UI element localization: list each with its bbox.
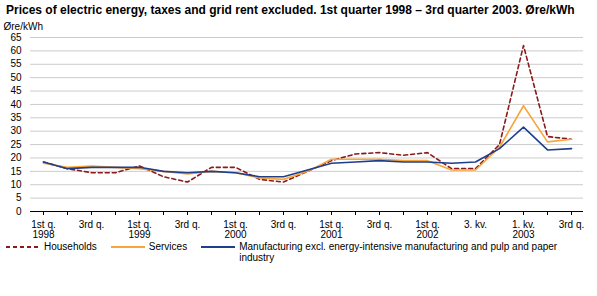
svg-text:40: 40 [10,99,22,110]
svg-text:1st q.2001: 1st q.2001 [319,219,343,240]
html-text:Services: Services [148,241,188,252]
svg-text:3rd q.: 3rd q. [79,219,105,230]
svg-text:1st q.2000: 1st q.2000 [223,219,247,240]
svg-text:30: 30 [10,125,22,136]
html-text:Households: Households [44,241,97,252]
svg-text:1st q.1998: 1st q.1998 [31,219,55,240]
svg-text:0: 0 [16,206,22,217]
svg-text:5: 5 [16,192,22,203]
svg-text:55: 55 [10,58,22,69]
html-text:Manufacturing excl. energy-int: Manufacturing excl. energy-intensive man… [239,241,558,263]
svg-text:45: 45 [10,85,22,96]
svg-text:60: 60 [10,45,22,56]
svg-text:3rd q.: 3rd q. [271,219,297,230]
svg-text:1st q.2002: 1st q.2002 [415,219,439,240]
svg-text:3rd q.: 3rd q. [175,219,201,230]
svg-text:20: 20 [10,152,22,163]
html-text:Prices of electric energy, tax: Prices of electric energy, taxes and gri… [6,3,575,17]
svg-text:10: 10 [10,179,22,190]
svg-text:3. kv.: 3. kv. [464,219,487,230]
svg-text:65: 65 [10,32,22,43]
svg-text:15: 15 [10,166,22,177]
svg-text:3rd q.: 3rd q. [559,219,585,230]
svg-text:1st q.1999: 1st q.1999 [127,219,151,240]
svg-text:3rd q.: 3rd q. [367,219,393,230]
svg-text:50: 50 [10,72,22,83]
svg-text:35: 35 [10,112,22,123]
svg-text:1. kv.2003: 1. kv.2003 [512,219,535,240]
svg-text:Øre/kWh: Øre/kWh [4,21,43,32]
svg-text:25: 25 [10,139,22,150]
